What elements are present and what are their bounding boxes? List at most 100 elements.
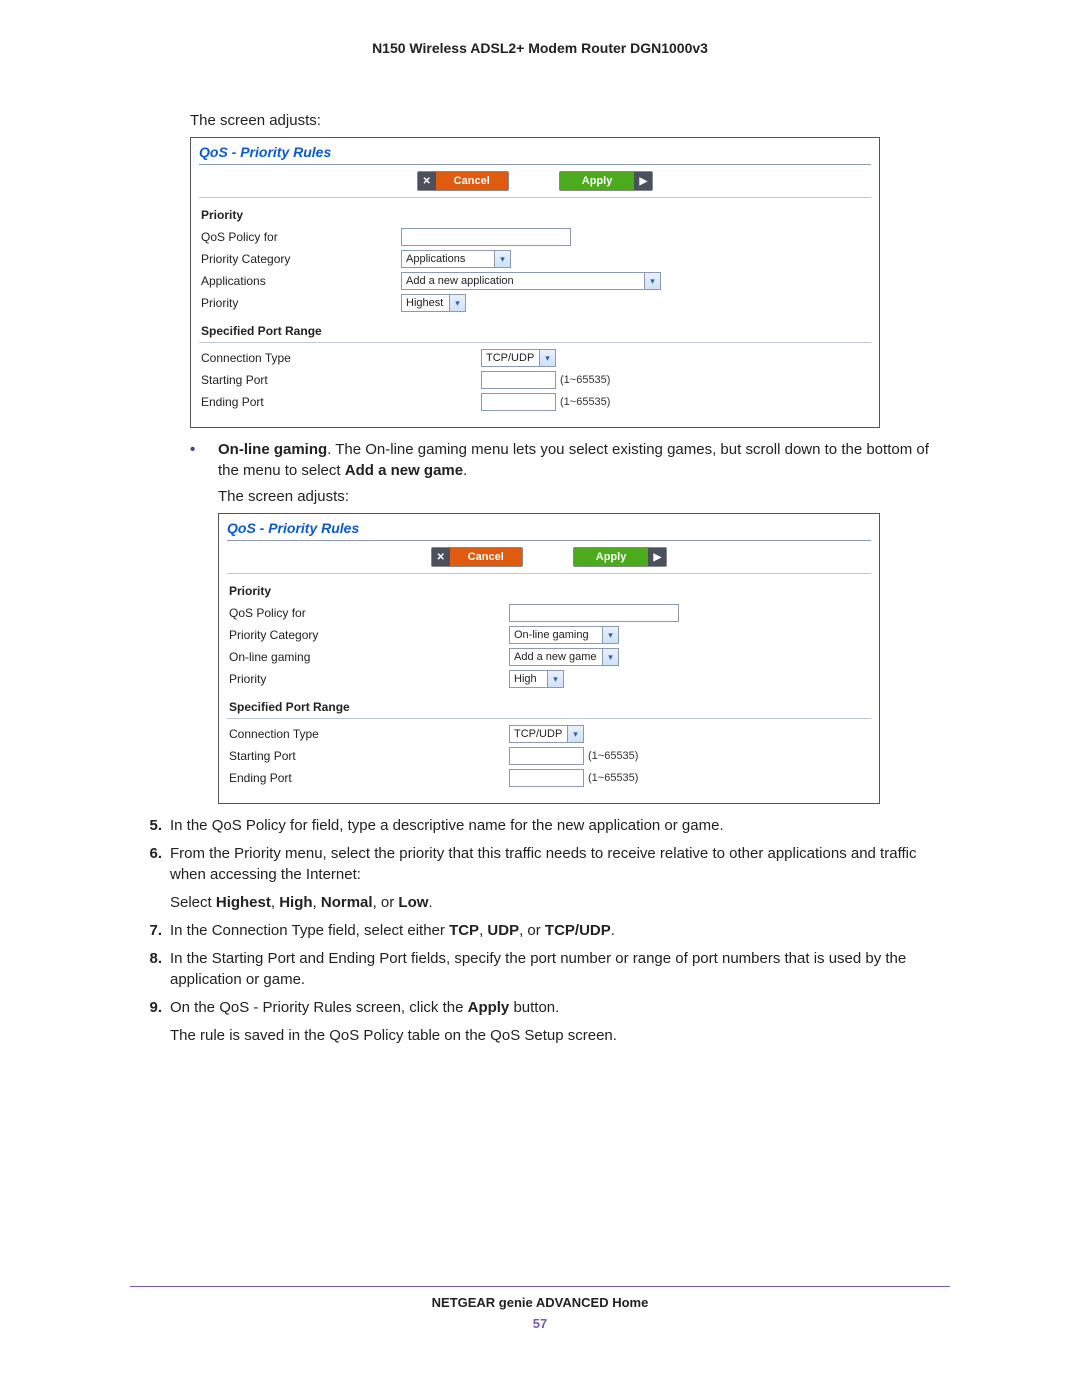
chevron-down-icon: ▾: [539, 350, 555, 366]
applications-value: Add a new application: [402, 275, 644, 287]
starting-port-label: Starting Port: [201, 373, 481, 387]
priority-category-value: On-line gaming: [510, 629, 602, 641]
starting-port-hint: (1~65535): [588, 750, 638, 762]
qos-policy-label: QoS Policy for: [201, 230, 401, 244]
priority-label: Priority: [229, 672, 509, 686]
chevron-down-icon: ▾: [547, 671, 563, 687]
cancel-label: Cancel: [436, 175, 508, 187]
step9-pre: On the QoS - Priority Rules screen, clic…: [170, 999, 468, 1016]
step-text: In the Starting Port and Ending Port fie…: [170, 949, 950, 990]
qos-panel-applications: QoS - Priority Rules ✕ Cancel Apply ▶ Pr…: [190, 137, 880, 428]
bullet-period: .: [463, 462, 467, 479]
step-5: 5. In the QoS Policy for field, type a d…: [138, 816, 950, 836]
cancel-button[interactable]: ✕ Cancel: [417, 171, 509, 191]
chevron-down-icon: ▾: [602, 649, 618, 665]
step6-low: Low: [398, 894, 428, 911]
connection-type-select[interactable]: TCP/UDP ▾: [481, 349, 556, 367]
step-6: 6. From the Priority menu, select the pr…: [138, 844, 950, 913]
page-number: 57: [130, 1316, 950, 1331]
step-number: 7.: [138, 921, 170, 941]
connection-type-label: Connection Type: [201, 351, 481, 365]
intro-para-2: The screen adjusts:: [218, 487, 950, 507]
starting-port-label: Starting Port: [229, 749, 509, 763]
step7-udp: UDP: [487, 922, 519, 939]
step6-select-pre: Select: [170, 894, 216, 911]
qos-policy-label: QoS Policy for: [229, 606, 509, 620]
apply-arrow-icon: ▶: [648, 548, 666, 566]
connection-type-select[interactable]: TCP/UDP ▾: [509, 725, 584, 743]
ending-port-label: Ending Port: [201, 395, 481, 409]
apply-button[interactable]: Apply ▶: [573, 547, 668, 567]
online-gaming-label: On-line gaming: [229, 650, 509, 664]
priority-category-value: Applications: [402, 253, 494, 265]
starting-port-input[interactable]: [509, 747, 584, 765]
ending-port-hint: (1~65535): [560, 396, 610, 408]
priority-select[interactable]: Highest ▾: [401, 294, 466, 312]
chevron-down-icon: ▾: [567, 726, 583, 742]
bullet-bold-tail: Add a new game: [345, 462, 463, 479]
port-range-section-head: Specified Port Range: [219, 690, 879, 718]
step-number: 8.: [138, 949, 170, 990]
priority-value: High: [510, 673, 547, 685]
apply-arrow-icon: ▶: [634, 172, 652, 190]
intro-para-1: The screen adjusts:: [190, 111, 950, 131]
qos-panel-gaming: QoS - Priority Rules ✕ Cancel Apply ▶ Pr…: [218, 513, 880, 804]
apply-label: Apply: [560, 175, 635, 187]
priority-category-select[interactable]: Applications ▾: [401, 250, 511, 268]
apply-label: Apply: [574, 551, 649, 563]
footer-divider: [130, 1286, 950, 1287]
step9-apply-bold: Apply: [468, 999, 510, 1016]
port-range-section-head: Specified Port Range: [191, 314, 879, 342]
step7-pre: In the Connection Type field, select eit…: [170, 922, 449, 939]
step-number: 6.: [138, 844, 170, 913]
cancel-button[interactable]: ✕ Cancel: [431, 547, 523, 567]
step9-post: button.: [509, 999, 559, 1016]
priority-category-select[interactable]: On-line gaming ▾: [509, 626, 619, 644]
starting-port-hint: (1~65535): [560, 374, 610, 386]
priority-category-label: Priority Category: [201, 252, 401, 266]
step-text: In the QoS Policy for field, type a desc…: [170, 816, 950, 836]
doc-header: N150 Wireless ADSL2+ Modem Router DGN100…: [130, 40, 950, 56]
starting-port-input[interactable]: [481, 371, 556, 389]
priority-select[interactable]: High ▾: [509, 670, 564, 688]
bullet-icon: •: [190, 440, 218, 481]
panel-title: QoS - Priority Rules: [191, 138, 879, 162]
ending-port-input[interactable]: [509, 769, 584, 787]
step-7: 7. In the Connection Type field, select …: [138, 921, 950, 941]
connection-type-value: TCP/UDP: [510, 728, 567, 740]
applications-select[interactable]: Add a new application ▾: [401, 272, 661, 290]
step-9: 9. On the QoS - Priority Rules screen, c…: [138, 998, 950, 1047]
connection-type-label: Connection Type: [229, 727, 509, 741]
bullet-lead: On-line gaming: [218, 441, 327, 458]
chevron-down-icon: ▾: [494, 251, 510, 267]
ending-port-label: Ending Port: [229, 771, 509, 785]
close-icon: ✕: [432, 548, 450, 566]
step6-highest: Highest: [216, 894, 271, 911]
panel-title: QoS - Priority Rules: [219, 514, 879, 538]
qos-policy-input[interactable]: [401, 228, 571, 246]
step6-normal: Normal: [321, 894, 373, 911]
step-number: 9.: [138, 998, 170, 1047]
priority-label: Priority: [201, 296, 401, 310]
ending-port-hint: (1~65535): [588, 772, 638, 784]
applications-label: Applications: [201, 274, 401, 288]
step9-result: The rule is saved in the QoS Policy tabl…: [170, 1026, 950, 1046]
apply-button[interactable]: Apply ▶: [559, 171, 654, 191]
chevron-down-icon: ▾: [449, 295, 465, 311]
priority-category-label: Priority Category: [229, 628, 509, 642]
cancel-label: Cancel: [450, 551, 522, 563]
online-gaming-select[interactable]: Add a new game ▾: [509, 648, 619, 666]
step7-tcpudp: TCP/UDP: [545, 922, 611, 939]
step-number: 5.: [138, 816, 170, 836]
step7-tcp: TCP: [449, 922, 479, 939]
priority-section-head: Priority: [219, 574, 879, 602]
close-icon: ✕: [418, 172, 436, 190]
online-gaming-value: Add a new game: [510, 651, 602, 663]
step-8: 8. In the Starting Port and Ending Port …: [138, 949, 950, 990]
step-text: From the Priority menu, select the prior…: [170, 845, 916, 882]
connection-type-value: TCP/UDP: [482, 352, 539, 364]
footer-title: NETGEAR genie ADVANCED Home: [130, 1295, 950, 1310]
qos-policy-input[interactable]: [509, 604, 679, 622]
ending-port-input[interactable]: [481, 393, 556, 411]
priority-value: Highest: [402, 297, 449, 309]
